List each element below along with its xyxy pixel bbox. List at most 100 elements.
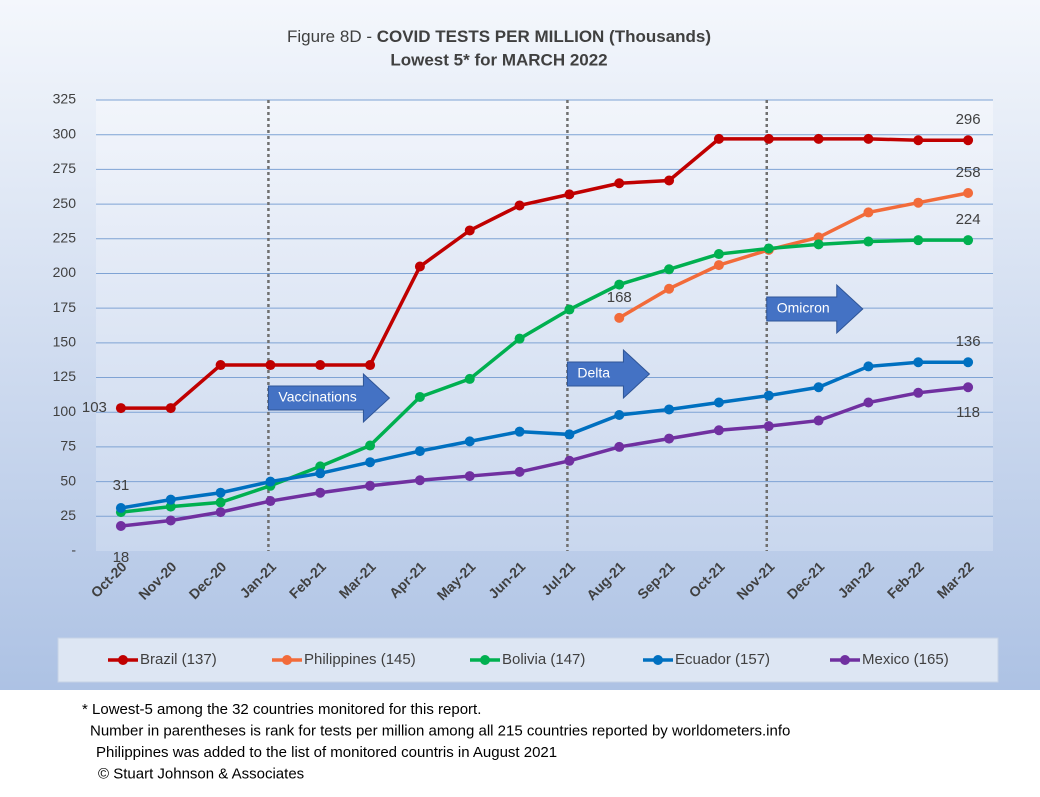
- data-label: 296: [956, 111, 981, 128]
- data-point: [664, 433, 675, 444]
- data-point: [414, 446, 425, 457]
- data-point: [913, 235, 924, 246]
- data-point: [963, 357, 974, 368]
- data-point: [414, 261, 425, 272]
- data-point: [265, 496, 276, 507]
- data-point: [763, 133, 774, 144]
- series-line: [120, 137, 969, 410]
- footnote: * Lowest-5 among the 32 countries monito…: [82, 701, 481, 718]
- data-point: [315, 360, 326, 371]
- data-point: [115, 403, 126, 414]
- y-tick-label: 225: [53, 229, 77, 245]
- data-point: [414, 391, 425, 402]
- data-point: [564, 455, 575, 466]
- annotation-text: Omicron: [777, 300, 830, 316]
- data-label: 224: [956, 211, 981, 228]
- data-point: [763, 390, 774, 401]
- footnote: Philippines was added to the list of mon…: [96, 744, 557, 761]
- data-point: [763, 243, 774, 254]
- data-point: [165, 494, 176, 505]
- legend-marker: [282, 655, 292, 665]
- annotation-arrow: [766, 283, 864, 335]
- legend-label: Bolivia (147): [502, 651, 585, 668]
- data-point: [365, 360, 376, 371]
- data-point: [414, 475, 425, 486]
- data-point: [165, 515, 176, 526]
- data-point: [713, 249, 724, 260]
- data-point: [365, 480, 376, 491]
- data-point: [265, 476, 276, 487]
- data-point: [664, 264, 675, 275]
- data-point: [813, 232, 824, 243]
- data-point: [514, 200, 525, 211]
- y-tick-label: 175: [53, 299, 77, 315]
- data-point: [115, 502, 126, 513]
- data-point: [863, 236, 874, 247]
- data-point: [514, 333, 525, 344]
- y-tick-label: 100: [53, 403, 77, 419]
- data-label: 168: [607, 289, 632, 306]
- data-point: [813, 415, 824, 426]
- data-point: [963, 235, 974, 246]
- annotation-text: Vaccinations: [278, 389, 356, 405]
- data-point: [913, 135, 924, 146]
- footnotes: * Lowest-5 among the 32 countries monito…: [82, 701, 790, 783]
- data-point: [813, 382, 824, 393]
- data-point: [913, 357, 924, 368]
- legend-marker: [840, 655, 850, 665]
- legend-label: Mexico (165): [862, 651, 949, 668]
- series-line: [618, 191, 969, 320]
- data-point: [963, 187, 974, 198]
- data-point: [664, 283, 675, 294]
- data-point: [564, 304, 575, 315]
- annotation-text: Delta: [577, 365, 610, 381]
- data-label: 118: [956, 404, 980, 421]
- data-point: [265, 360, 276, 371]
- data-point: [514, 426, 525, 437]
- footnote: Number in parentheses is rank for tests …: [90, 722, 790, 739]
- data-point: [564, 189, 575, 200]
- data-point: [365, 457, 376, 468]
- data-point: [713, 260, 724, 271]
- data-point: [614, 178, 625, 189]
- data-point: [763, 421, 774, 432]
- y-tick-label: 200: [53, 264, 77, 280]
- data-point: [315, 468, 326, 479]
- y-tick-label: 300: [53, 125, 77, 141]
- legend-label: Philippines (145): [304, 651, 416, 668]
- data-point: [813, 133, 824, 144]
- chart-title: Figure 8D - COVID TESTS PER MILLION (Tho…: [287, 27, 711, 46]
- y-tick-label: 25: [60, 507, 76, 523]
- data-point: [464, 225, 475, 236]
- series-line: [120, 238, 969, 514]
- data-point: [464, 373, 475, 384]
- legend-marker: [480, 655, 490, 665]
- data-point: [863, 361, 874, 372]
- y-tick-label: 150: [53, 334, 77, 350]
- y-tick-label: 275: [53, 160, 77, 176]
- data-point: [564, 429, 575, 440]
- data-point: [165, 501, 176, 512]
- legend-label: Ecuador (157): [675, 651, 770, 668]
- data-point: [713, 397, 724, 408]
- y-tick-label: -: [71, 542, 76, 558]
- data-label: 258: [956, 164, 981, 181]
- data-point: [315, 461, 326, 472]
- data-label: 136: [956, 333, 981, 350]
- data-point: [115, 521, 126, 532]
- legend-marker: [118, 655, 128, 665]
- data-point: [863, 133, 874, 144]
- data-point: [963, 382, 974, 393]
- data-point: [315, 487, 326, 498]
- footnote: © Stuart Johnson & Associates: [98, 765, 304, 782]
- data-point: [215, 497, 226, 508]
- y-tick-label: 250: [53, 195, 77, 211]
- y-tick-label: 75: [60, 438, 76, 454]
- data-point: [863, 397, 874, 408]
- series-line: [120, 360, 969, 510]
- y-tick-label: 50: [60, 472, 76, 488]
- data-point: [215, 487, 226, 498]
- y-tick-label: 125: [53, 368, 77, 384]
- data-point: [614, 279, 625, 290]
